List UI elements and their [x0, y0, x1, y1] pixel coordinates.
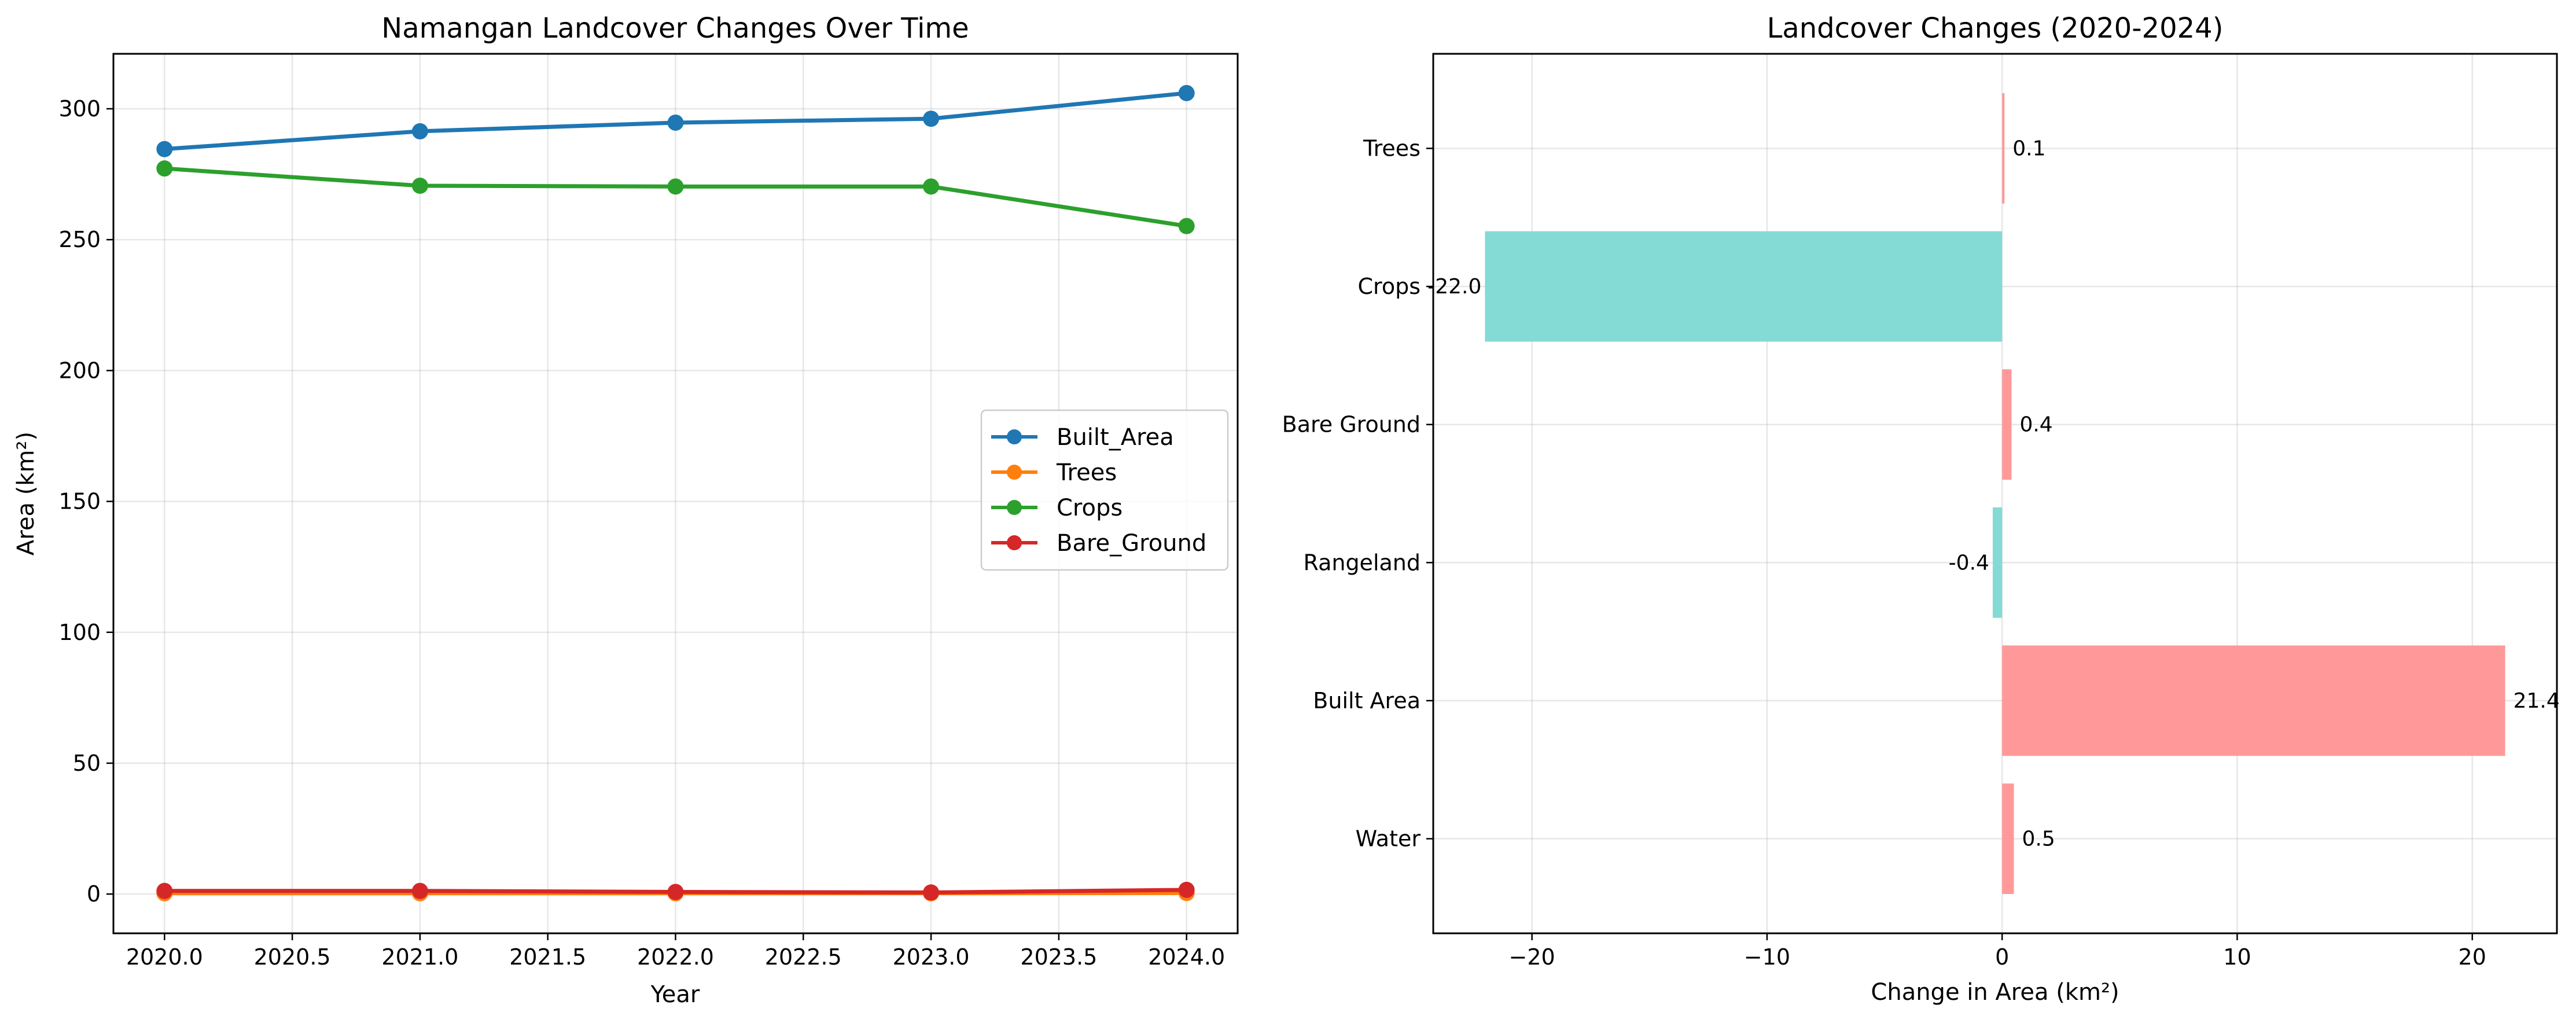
category-label: Crops [1358, 274, 1421, 299]
x-tick-label: 2024.0 [1148, 944, 1225, 970]
bar-value-label: 0.1 [2012, 137, 2045, 160]
x-tick-label: 2020.5 [254, 944, 331, 970]
data-point [1178, 881, 1195, 898]
legend-entry-crops: Crops [991, 495, 1123, 521]
y-tick-label: 50 [73, 750, 101, 776]
bar-bare-ground [2002, 369, 2012, 480]
bar-value-label: -0.4 [1949, 551, 1989, 575]
series-built-area [156, 84, 1195, 157]
legend-label: Bare_Ground [1057, 530, 1206, 557]
y-tick-label: 200 [58, 358, 101, 383]
legend-swatch-marker [1007, 500, 1022, 515]
data-point [1178, 218, 1195, 234]
y-tick-label: 150 [58, 489, 101, 514]
legend-entry-built-area: Built_Area [991, 424, 1174, 451]
bar-value-label: -22.0 [1427, 275, 1481, 299]
y-tick-label: 100 [58, 620, 101, 645]
legend-label: Crops [1057, 495, 1123, 521]
legend-swatch-marker [1007, 429, 1022, 444]
data-point [411, 178, 428, 194]
data-point [923, 111, 940, 127]
x-tick-label: 2022.5 [765, 944, 842, 970]
data-point [667, 114, 684, 131]
y-tick-label: 0 [87, 881, 101, 907]
bar-value-label: 21.4 [2514, 689, 2560, 713]
data-point [156, 141, 173, 157]
x-tick-label: 2020.0 [126, 944, 203, 970]
bar-chart-frame [1432, 53, 2558, 934]
data-point [923, 178, 940, 195]
legend-entry-trees: Trees [991, 459, 1117, 486]
line-chart: Namangan Landcover Changes Over Time 202… [13, 12, 1239, 1008]
bar-chart-title: Landcover Changes (2020-2024) [1767, 12, 2224, 45]
legend-swatch-marker [1007, 465, 1022, 480]
bar-rangeland [1992, 507, 2003, 618]
legend-label: Built_Area [1057, 424, 1174, 451]
line-chart-legend: Built_Area Trees Crops Bare_Ground [980, 409, 1229, 571]
category-label: Rangeland [1304, 550, 1421, 575]
x-tick-label: 0 [1995, 944, 2009, 970]
category-label: Water [1356, 826, 1421, 852]
legend-swatch-marker [1007, 535, 1022, 550]
y-tick-label: 300 [58, 96, 101, 122]
bar-value-label: 0.4 [2019, 413, 2052, 437]
bar-water [2002, 783, 2014, 894]
legend-entry-bare-ground: Bare_Ground [991, 530, 1206, 557]
x-tick-label: 2021.0 [381, 944, 458, 970]
data-point [156, 160, 173, 177]
line-chart-x-axis-label: Year [650, 981, 700, 1008]
bar-chart-y-ticks: Water Built Area Rangeland Bare Ground Crops… [1282, 135, 1433, 852]
bar-built-area [2002, 645, 2505, 756]
data-point [411, 123, 428, 139]
line-chart-y-axis-label: Area (km²) [13, 432, 39, 555]
category-label: Bare Ground [1282, 412, 1421, 437]
line-chart-y-ticks: 0 50 100 150 200 250 300 [58, 96, 113, 907]
x-tick-label: 2022.0 [637, 944, 714, 970]
bar-value-label: 0.5 [2022, 827, 2055, 851]
y-tick-label: 250 [58, 227, 101, 252]
line-chart-series [156, 84, 1195, 901]
category-label: Trees [1363, 135, 1421, 161]
bar-trees [2002, 93, 2005, 204]
data-point [667, 884, 684, 900]
bar-chart-x-axis-label: Change in Area (km²) [1871, 979, 2119, 1006]
bar-chart: Landcover Changes (2020-2024) 0.5 21.4 -0.… [1282, 12, 2560, 1006]
bar-chart-bars: 0.5 21.4 -0.4 0.4 -22.0 0.1 [1427, 93, 2560, 894]
x-tick-label: 20 [2459, 944, 2486, 970]
line-chart-x-ticks: 2020.0 2020.5 2021.0 2021.5 2022.0 2022.5 2023… [126, 933, 1225, 970]
x-tick-label: 10 [2223, 944, 2251, 970]
line-chart-title: Namangan Landcover Changes Over Time [381, 12, 969, 45]
bar-chart-x-ticks: −20 −10 0 10 20 [1509, 933, 2486, 970]
bar-crops [1485, 231, 2003, 342]
x-tick-label: 2021.5 [509, 944, 586, 970]
x-tick-label: 2023.0 [893, 944, 970, 970]
data-point [667, 178, 684, 195]
x-tick-label: 2023.5 [1020, 944, 1097, 970]
category-label: Built Area [1313, 688, 1421, 713]
x-tick-label: −20 [1509, 944, 1555, 970]
x-tick-label: −10 [1744, 944, 1790, 970]
legend-label: Trees [1056, 459, 1117, 486]
data-point [156, 882, 173, 899]
legend-box [980, 409, 1229, 571]
series-crops [156, 160, 1195, 234]
data-point [1178, 84, 1195, 101]
data-point [411, 882, 428, 899]
data-point [923, 884, 940, 901]
series-bare-ground [156, 881, 1195, 901]
